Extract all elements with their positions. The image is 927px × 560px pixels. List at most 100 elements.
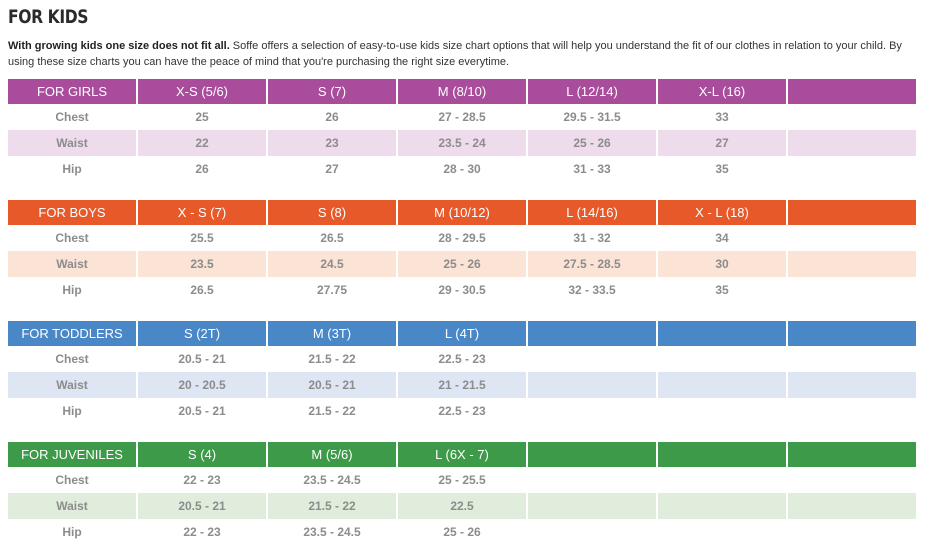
measurement-value xyxy=(788,493,916,519)
measurement-value: 25 - 26 xyxy=(398,251,526,277)
measurement-value: 22.5 - 23 xyxy=(438,352,486,366)
measurement-label: Waist xyxy=(8,372,136,398)
measurement-value: 27.5 - 28.5 xyxy=(528,251,656,277)
measurement-value xyxy=(788,277,916,303)
size-table-juveniles: FOR JUVENILES S (4) M (5/6) L (6X - 7) Chest… xyxy=(6,442,918,545)
measurement-value xyxy=(788,130,916,156)
measurement-value xyxy=(528,372,656,398)
measurement-value: 22.5 xyxy=(398,493,526,519)
size-header-cell: X - S (7) xyxy=(138,200,266,225)
measurement-value: 27 xyxy=(325,162,339,176)
measurement-value xyxy=(658,519,786,545)
intro-paragraph: With growing kids one size does not fit … xyxy=(8,39,913,70)
table-row: Waist 23.5 24.5 25 - 26 27.5 - 28.5 30 xyxy=(8,251,916,277)
size-header-cell: S (7) xyxy=(268,79,396,104)
measurement-label: Waist xyxy=(8,251,136,277)
measurement-value xyxy=(788,346,916,372)
measurement-value: 22 - 23 xyxy=(183,473,221,487)
measurement-value xyxy=(788,225,916,251)
measurement-value xyxy=(658,467,786,493)
size-table-boys: FOR BOYS X - S (7) S (8) M (10/12) L (14/16)… xyxy=(6,200,918,303)
size-header-cell xyxy=(788,79,916,104)
measurement-label: Hip xyxy=(62,525,82,539)
measurement-value xyxy=(788,251,916,277)
measurement-value xyxy=(528,467,656,493)
measurement-value xyxy=(788,104,916,130)
measurement-value xyxy=(658,398,786,424)
table-row: Chest 20.5 - 21 21.5 - 22 22.5 - 23 xyxy=(8,346,916,372)
measurement-value: 23.5 - 24 xyxy=(398,130,526,156)
size-header-cell: X - L (18) xyxy=(658,200,786,225)
measurement-value xyxy=(788,156,916,182)
measurement-value xyxy=(528,346,656,372)
table-title-cell: FOR TODDLERS xyxy=(8,321,136,346)
measurement-value: 27 xyxy=(658,130,786,156)
measurement-value: 23.5 - 24.5 xyxy=(303,525,361,539)
measurement-value: 32 - 33.5 xyxy=(568,283,616,297)
measurement-value: 21.5 - 22 xyxy=(308,404,356,418)
measurement-value: 22.5 - 23 xyxy=(438,404,486,418)
page-title: FOR KIDS xyxy=(8,6,89,28)
measurement-label: Chest xyxy=(55,110,89,124)
measurement-value: 30 xyxy=(658,251,786,277)
measurement-value: 29 - 30.5 xyxy=(438,283,486,297)
measurement-label: Hip xyxy=(62,162,82,176)
measurement-value xyxy=(788,372,916,398)
table-title-cell: FOR GIRLS xyxy=(8,79,136,104)
size-header-cell: M (10/12) xyxy=(398,200,526,225)
measurement-value: 20.5 - 21 xyxy=(138,493,266,519)
measurement-value: 25 - 26 xyxy=(443,525,481,539)
size-header-cell: L (12/14) xyxy=(528,79,656,104)
measurement-value: 21 - 21.5 xyxy=(398,372,526,398)
size-table-toddlers: FOR TODDLERS S (2T) M (3T) L (4T) Chest 20.5 … xyxy=(6,321,918,424)
measurement-value xyxy=(788,519,916,545)
measurement-value: 26 xyxy=(325,110,339,124)
measurement-value: 23.5 - 24.5 xyxy=(303,473,361,487)
table-title-cell: FOR BOYS xyxy=(8,200,136,225)
table-row: Waist 20.5 - 21 21.5 - 22 22.5 xyxy=(8,493,916,519)
measurement-value xyxy=(658,346,786,372)
measurement-value: 28 - 30 xyxy=(443,162,481,176)
measurement-value: 20.5 - 21 xyxy=(178,404,226,418)
measurement-value xyxy=(658,493,786,519)
size-table-girls: FOR GIRLS X-S (5/6) S (7) M (8/10) L (12/14)… xyxy=(6,79,918,182)
size-header-cell: M (8/10) xyxy=(398,79,526,104)
measurement-value: 26 xyxy=(195,162,209,176)
measurement-value: 23 xyxy=(268,130,396,156)
measurement-value: 25.5 xyxy=(190,231,214,245)
measurement-value: 26.5 xyxy=(190,283,214,297)
measurement-value: 28 - 29.5 xyxy=(438,231,486,245)
measurement-value: 25 xyxy=(195,110,209,124)
size-header-cell: X-L (16) xyxy=(658,79,786,104)
size-header-cell xyxy=(788,321,916,346)
measurement-value: 23.5 xyxy=(138,251,266,277)
measurement-value: 26.5 xyxy=(320,231,344,245)
size-header-cell xyxy=(658,321,786,346)
measurement-value: 27 - 28.5 xyxy=(438,110,486,124)
measurement-value: 25 - 25.5 xyxy=(438,473,486,487)
measurement-value: 31 - 33 xyxy=(573,162,611,176)
measurement-label: Waist xyxy=(8,130,136,156)
intro-text: Soffe offers a selection of easy-to-use … xyxy=(8,40,902,68)
measurement-value: 22 xyxy=(138,130,266,156)
size-header-cell: X-S (5/6) xyxy=(138,79,266,104)
table-row: Chest 25.5 26.5 28 - 29.5 31 - 32 34 xyxy=(8,225,916,251)
measurement-value xyxy=(658,372,786,398)
measurement-value: 21.5 - 22 xyxy=(268,493,396,519)
size-header-cell: M (3T) xyxy=(268,321,396,346)
measurement-value: 22 - 23 xyxy=(183,525,221,539)
table-row: Waist 20 - 20.5 20.5 - 21 21 - 21.5 xyxy=(8,372,916,398)
measurement-value xyxy=(788,467,916,493)
table-header-row: FOR JUVENILES S (4) M (5/6) L (6X - 7) xyxy=(8,442,916,467)
table-header-row: FOR BOYS X - S (7) S (8) M (10/12) L (14/16)… xyxy=(8,200,916,225)
measurement-value: 35 xyxy=(715,283,729,297)
size-header-cell: S (8) xyxy=(268,200,396,225)
intro-bold: With growing kids one size does not fit … xyxy=(8,40,230,52)
size-header-cell xyxy=(658,442,786,467)
measurement-label: Chest xyxy=(55,352,89,366)
size-header-cell: L (4T) xyxy=(398,321,526,346)
table-title-cell: FOR JUVENILES xyxy=(8,442,136,467)
measurement-label: Waist xyxy=(8,493,136,519)
measurement-value: 20.5 - 21 xyxy=(178,352,226,366)
measurement-label: Hip xyxy=(62,404,82,418)
